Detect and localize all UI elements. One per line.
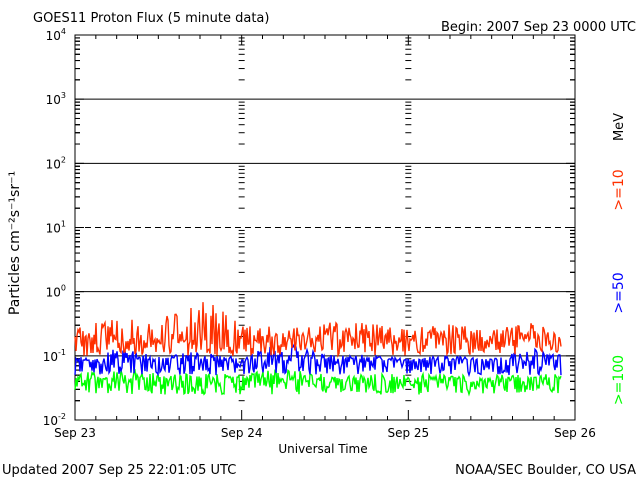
legend-entry: >=10 xyxy=(611,169,627,210)
series-10-group xyxy=(74,302,562,358)
plot-area: Sep 23 Sep 24 Sep 25 Sep 26 104 103 102 101 100 1… xyxy=(43,27,596,440)
credit: NOAA/SEC Boulder, CO USA xyxy=(455,463,636,478)
legend-entry: >=100 xyxy=(611,355,627,405)
x-tick-label: Sep 26 xyxy=(554,426,596,440)
series-line xyxy=(74,342,562,378)
series-line xyxy=(74,302,562,358)
series-line xyxy=(74,368,562,397)
unit-label: MeV xyxy=(612,113,627,141)
y-tick-label: 103 xyxy=(46,91,66,107)
series-50-group xyxy=(74,342,562,378)
updated-time: Updated 2007 Sep 25 22:01:05 UTC xyxy=(2,463,236,478)
y-tick-label: 102 xyxy=(46,155,66,171)
legend-entry: >=50 xyxy=(611,272,627,313)
series-100-group xyxy=(74,368,562,397)
chart-title: GOES11 Proton Flux (5 minute data) xyxy=(33,11,269,26)
legend: >=10 >=50 >=100 xyxy=(611,169,627,405)
y-axis-label: Particles cm⁻²s⁻¹sr⁻¹ xyxy=(7,171,23,315)
x-tick-label: Sep 25 xyxy=(387,426,429,440)
begin-time: Begin: 2007 Sep 23 0000 UTC xyxy=(441,20,636,35)
x-tick-label: Sep 23 xyxy=(54,426,96,440)
x-axis-label: Universal Time xyxy=(278,442,367,456)
y-tick-label: 104 xyxy=(46,27,66,43)
y-tick-label: 100 xyxy=(46,284,66,300)
x-tick-label: Sep 24 xyxy=(221,426,263,440)
y-tick-label: 101 xyxy=(46,220,66,236)
y-tick-label: 10-1 xyxy=(43,348,66,364)
